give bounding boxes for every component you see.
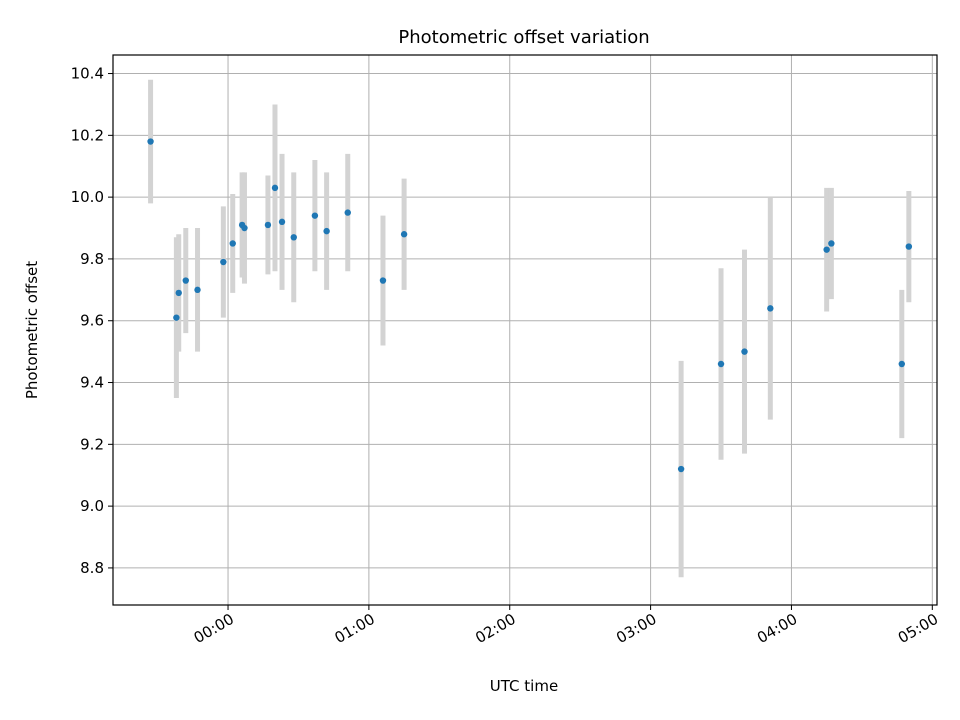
data-point [175,289,182,297]
data-point [828,240,835,247]
data-points [147,138,913,473]
x-tick-label: 00:00 [191,610,237,647]
data-point [264,221,272,229]
x-tick-label: 04:00 [754,610,800,647]
y-axis-label: Photometric offset [23,261,41,399]
y-axis: 8.8 9.0 9.2 9.4 9.6 9.8 10.0 10.2 10.4 [71,65,113,577]
y-tick-label: 9.0 [80,497,104,515]
data-point [194,286,201,294]
data-point [220,258,227,266]
y-tick-label: 10.0 [71,188,104,206]
x-tick-label: 03:00 [613,610,659,647]
x-tick-label: 05:00 [895,610,941,647]
data-point [229,240,236,247]
data-point [271,184,279,192]
data-point [311,212,319,219]
data-point [379,277,387,284]
plot-frame [112,54,938,606]
data-point [290,234,297,241]
x-axis-label: UTC time [490,677,558,695]
data-point [905,243,913,250]
x-tick-label: 01:00 [331,610,377,647]
y-tick-label: 9.2 [80,435,104,453]
y-tick-label: 10.4 [71,65,104,83]
y-tick-label: 10.2 [71,126,104,144]
data-point [898,360,905,368]
chart-title: Photometric offset variation [398,27,649,48]
data-point [767,305,774,312]
data-point [182,277,189,284]
data-point [400,231,408,238]
data-point [147,138,154,145]
y-tick-label: 8.8 [80,559,104,577]
data-point [344,209,351,216]
data-point [323,227,330,235]
data-point [823,246,830,253]
data-point [677,465,685,473]
x-axis: 00:00 01:00 02:00 03:00 04:00 05:00 [191,605,941,647]
data-point [173,314,180,321]
data-point [241,224,248,232]
grid [113,55,937,605]
data-point [278,218,286,226]
y-tick-label: 9.4 [80,374,104,392]
x-tick-label: 02:00 [472,610,518,647]
data-point [741,348,748,355]
y-tick-label: 9.8 [80,250,104,268]
y-tick-label: 9.6 [80,312,104,330]
error-bars [148,79,912,578]
data-point [717,360,725,368]
